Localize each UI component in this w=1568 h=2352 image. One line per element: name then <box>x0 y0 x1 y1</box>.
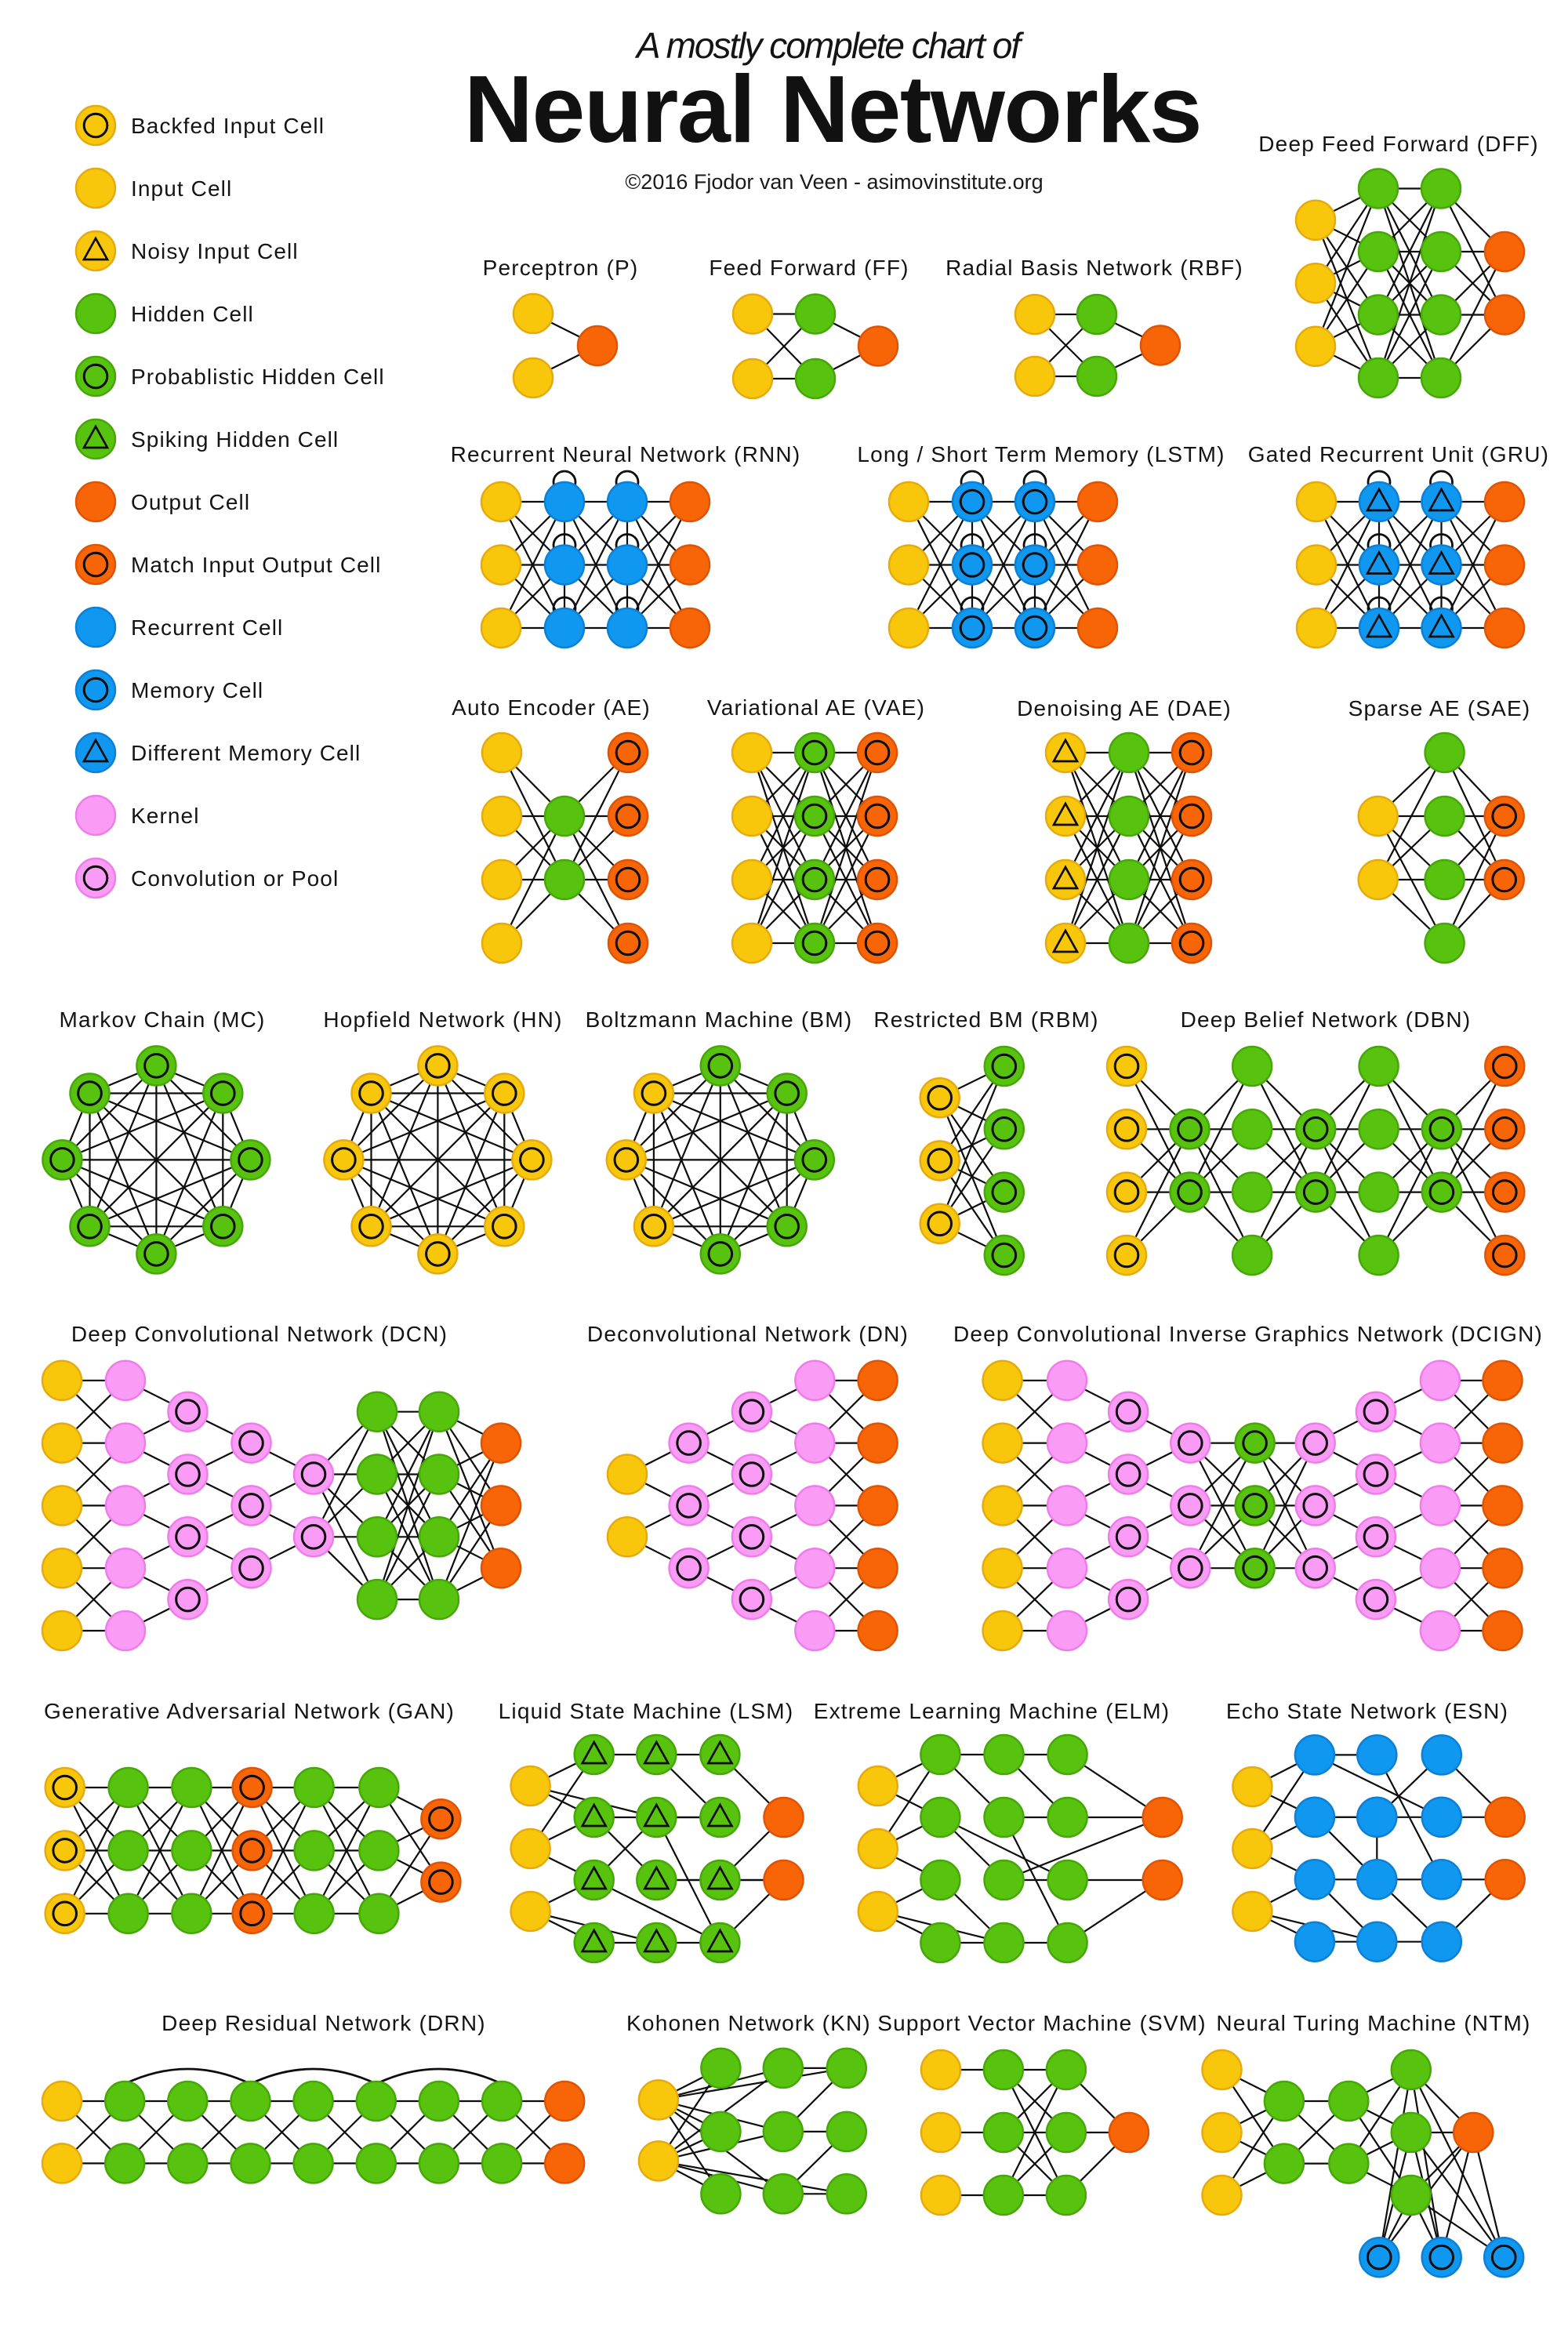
svg-text:Probablistic Hidden Cell: Probablistic Hidden Cell <box>131 365 385 389</box>
svg-text:Denoising AE (DAE): Denoising AE (DAE) <box>1017 696 1232 720</box>
svg-text:Generative Adversarial Network: Generative Adversarial Network (GAN) <box>44 1699 455 1723</box>
svg-text:Perceptron (P): Perceptron (P) <box>483 256 639 280</box>
svg-text:Recurrent Neural Network (RNN): Recurrent Neural Network (RNN) <box>451 442 801 466</box>
svg-text:A mostly complete chart of: A mostly complete chart of <box>634 25 1024 66</box>
svg-text:Neural Networks: Neural Networks <box>464 56 1201 162</box>
svg-text:Deep Residual Network (DRN): Deep Residual Network (DRN) <box>162 2011 486 2035</box>
svg-text:Different Memory Cell: Different Memory Cell <box>131 741 361 765</box>
svg-text:Restricted BM (RBM): Restricted BM (RBM) <box>873 1007 1098 1032</box>
svg-text:Variational AE (VAE): Variational AE (VAE) <box>707 695 925 720</box>
svg-text:Recurrent Cell: Recurrent Cell <box>131 615 283 640</box>
svg-text:Convolution or Pool: Convolution or Pool <box>131 866 339 891</box>
svg-text:Extreme Learning Machine (ELM): Extreme Learning Machine (ELM) <box>814 1699 1171 1723</box>
svg-text:Liquid State Machine (LSM): Liquid State Machine (LSM) <box>499 1699 794 1723</box>
svg-text:Noisy Input Cell: Noisy Input Cell <box>131 239 299 263</box>
svg-text:Sparse AE (SAE): Sparse AE (SAE) <box>1348 696 1531 720</box>
svg-text:Support Vector Machine (SVM): Support Vector Machine (SVM) <box>877 2011 1207 2035</box>
svg-text:Auto Encoder (AE): Auto Encoder (AE) <box>452 695 651 720</box>
svg-text:Spiking Hidden Cell: Spiking Hidden Cell <box>131 427 339 452</box>
svg-text:Kohonen Network (KN): Kohonen Network (KN) <box>626 2011 871 2035</box>
svg-text:Deep Belief Network (DBN): Deep Belief Network (DBN) <box>1181 1007 1472 1032</box>
svg-text:Boltzmann Machine (BM): Boltzmann Machine (BM) <box>586 1007 853 1032</box>
svg-text:Feed Forward (FF): Feed Forward (FF) <box>709 256 909 280</box>
svg-text:Neural Turing Machine (NTM): Neural Turing Machine (NTM) <box>1216 2011 1530 2035</box>
svg-text:Deep Convolutional Network (DC: Deep Convolutional Network (DCN) <box>71 1322 448 1346</box>
svg-text:Output Cell: Output Cell <box>131 490 250 514</box>
svg-text:Echo State Network (ESN): Echo State Network (ESN) <box>1226 1699 1508 1723</box>
svg-text:Match Input Output Cell: Match Input Output Cell <box>131 553 381 577</box>
svg-text:Deconvolutional Network (DN): Deconvolutional Network (DN) <box>587 1322 909 1346</box>
svg-text:Markov Chain (MC): Markov Chain (MC) <box>59 1007 265 1032</box>
svg-text:Deep Convolutional Inverse Gra: Deep Convolutional Inverse Graphics Netw… <box>953 1322 1543 1346</box>
svg-text:Long / Short Term Memory (LSTM: Long / Short Term Memory (LSTM) <box>857 442 1225 466</box>
svg-text:©2016 Fjodor van Veen - asimov: ©2016 Fjodor van Veen - asimovinstitute.… <box>625 170 1043 194</box>
svg-text:Memory Cell: Memory Cell <box>131 678 263 702</box>
svg-text:Gated Recurrent Unit (GRU): Gated Recurrent Unit (GRU) <box>1248 442 1549 466</box>
svg-text:Input Cell: Input Cell <box>131 176 232 201</box>
svg-text:Deep Feed Forward (DFF): Deep Feed Forward (DFF) <box>1258 132 1538 156</box>
svg-text:Backfed Input Cell: Backfed Input Cell <box>131 114 325 138</box>
svg-text:Hopfield Network (HN): Hopfield Network (HN) <box>323 1007 562 1032</box>
svg-text:Hidden Cell: Hidden Cell <box>131 302 254 326</box>
svg-text:Kernel: Kernel <box>131 804 200 828</box>
svg-text:Radial Basis Network (RBF): Radial Basis Network (RBF) <box>946 256 1243 280</box>
